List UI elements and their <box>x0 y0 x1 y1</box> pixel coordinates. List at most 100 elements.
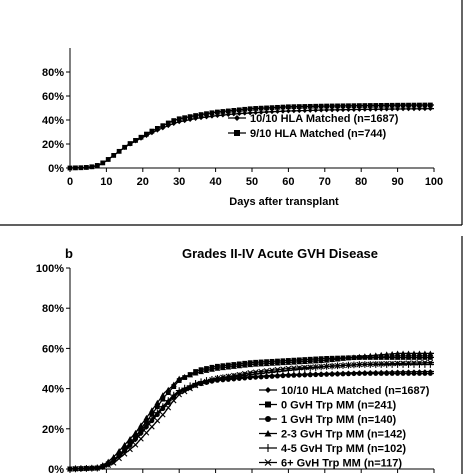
data-point <box>99 464 106 470</box>
data-point <box>275 104 280 110</box>
data-point <box>335 103 340 109</box>
data-point <box>165 390 171 396</box>
data-point <box>286 104 291 110</box>
data-point <box>318 357 325 364</box>
panel-b-letter: b <box>65 246 73 261</box>
data-point <box>192 370 199 376</box>
data-point <box>127 435 133 442</box>
data-point <box>89 164 95 170</box>
data-point <box>340 107 346 113</box>
data-point <box>296 365 303 371</box>
data-point <box>335 371 340 377</box>
data-point <box>263 368 270 374</box>
data-point <box>417 102 422 108</box>
data-point <box>351 103 357 109</box>
data-point <box>312 358 319 364</box>
data-point <box>269 360 275 366</box>
y-tick-label: 0% <box>48 464 64 474</box>
data-point <box>286 108 291 114</box>
data-point <box>318 107 324 113</box>
data-point <box>171 118 177 123</box>
chart-b: 0% 20% 40% 60% 80% 100% Grades II-IV Acute GVH… <box>36 246 435 474</box>
data-point <box>258 374 264 380</box>
data-point <box>295 365 303 373</box>
data-point <box>318 103 324 109</box>
data-point <box>280 366 286 372</box>
data-point <box>307 358 314 364</box>
data-point <box>280 373 286 379</box>
data-point <box>378 361 385 367</box>
data-point <box>100 160 106 166</box>
data-point <box>187 372 194 378</box>
data-point <box>296 108 302 114</box>
x-tick-label: 80 <box>355 176 367 188</box>
data-point <box>225 364 232 370</box>
data-point <box>400 371 406 376</box>
data-point <box>242 110 248 116</box>
y-tick-label: 80% <box>42 67 64 79</box>
y-tick-label: 40% <box>42 115 64 127</box>
data-point <box>406 355 411 360</box>
data-point <box>67 165 73 171</box>
data-point <box>422 350 428 356</box>
data-point <box>356 107 362 112</box>
legend-label: 4-5 GvH Trp MM (n=102) <box>281 443 406 455</box>
data-point <box>111 153 117 158</box>
data-point <box>427 359 434 366</box>
data-point <box>143 430 150 436</box>
data-point <box>215 109 220 115</box>
data-point <box>280 108 286 114</box>
data-point <box>121 445 128 453</box>
data-point <box>138 422 144 428</box>
data-point <box>132 433 139 441</box>
data-point <box>144 131 149 137</box>
data-point <box>263 360 270 367</box>
data-point <box>395 102 400 108</box>
data-point <box>149 407 155 413</box>
data-point <box>291 372 297 378</box>
data-point <box>127 141 133 146</box>
data-point <box>269 374 275 379</box>
data-point <box>351 354 357 360</box>
data-point <box>209 376 215 383</box>
chart-title: Grades II-IV Acute GVH Disease <box>182 246 378 261</box>
data-point <box>313 103 319 109</box>
x-tick-label: 0 <box>67 176 73 188</box>
data-point <box>170 391 178 399</box>
x-axis-label: Days after transplant <box>229 196 339 208</box>
legend-marker <box>264 444 272 452</box>
data-point <box>373 371 379 376</box>
data-point <box>302 104 308 109</box>
data-point <box>192 382 199 389</box>
y-tick-label: 100% <box>36 263 64 275</box>
data-point <box>176 119 182 125</box>
y-tick-label: 0% <box>48 163 64 175</box>
data-point <box>198 368 204 375</box>
data-point <box>307 103 313 109</box>
data-point <box>406 371 411 376</box>
data-point <box>383 360 390 367</box>
data-point <box>307 364 314 371</box>
data-point <box>214 375 221 382</box>
data-point <box>219 364 226 371</box>
data-point <box>302 108 308 113</box>
x-tick-label: 60 <box>282 176 294 188</box>
data-point <box>378 371 384 376</box>
data-point <box>362 106 368 112</box>
data-point <box>394 350 401 356</box>
series-6 <box>67 359 435 472</box>
x-tick-label: 30 <box>173 176 185 188</box>
data-point <box>138 436 144 442</box>
data-point <box>346 371 351 377</box>
data-point <box>389 355 395 360</box>
data-point <box>72 466 79 472</box>
data-point <box>275 109 280 114</box>
x-tick-label: 70 <box>319 176 331 188</box>
data-point <box>329 363 335 369</box>
data-point <box>105 462 112 469</box>
data-point <box>296 372 302 378</box>
data-point <box>253 106 259 111</box>
data-point <box>154 417 161 424</box>
data-point <box>411 350 417 356</box>
data-point <box>154 399 161 406</box>
